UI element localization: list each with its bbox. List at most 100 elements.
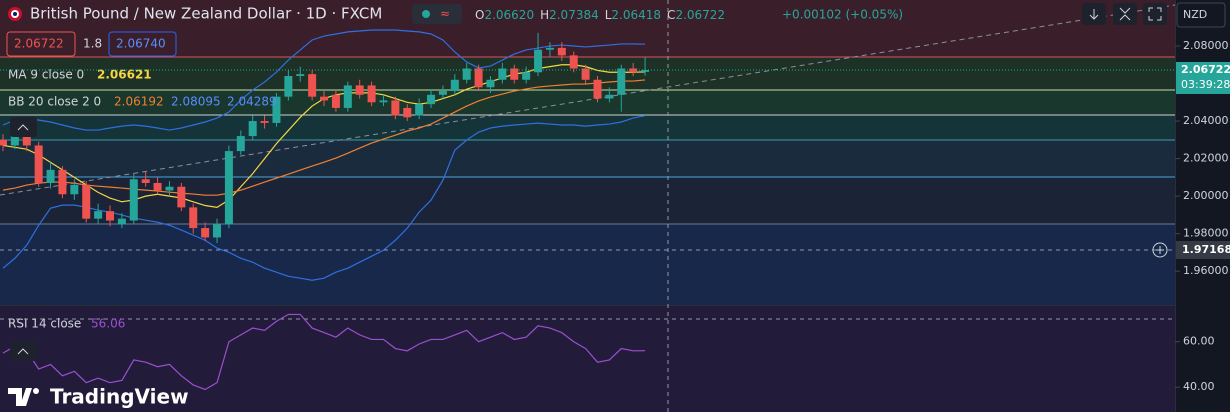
ohlc-value: 2.06620 bbox=[484, 8, 534, 22]
bb-upper-value: 2.08095 bbox=[171, 95, 221, 109]
last-price: 2.06722 bbox=[1181, 63, 1230, 76]
status-icon: ≈ bbox=[440, 7, 450, 21]
ohlc-value: 2.06418 bbox=[611, 8, 661, 22]
candle-body bbox=[557, 47, 566, 56]
button[interactable] bbox=[1113, 3, 1137, 25]
candle-body bbox=[82, 184, 91, 219]
candle-body bbox=[545, 47, 554, 50]
zones bbox=[0, 0, 1176, 412]
candle-body bbox=[427, 94, 436, 105]
candle-body bbox=[106, 211, 115, 221]
buy-price[interactable]: 2.06740 bbox=[116, 37, 166, 51]
ohlc-value: 2.07384 bbox=[549, 8, 599, 22]
candle-body bbox=[296, 74, 305, 77]
currency: NZD bbox=[1183, 8, 1207, 21]
candle-body bbox=[486, 79, 495, 88]
candle-body bbox=[213, 224, 222, 238]
candle-body bbox=[534, 49, 543, 73]
currency-button[interactable] bbox=[1176, 2, 1226, 28]
collapse[interactable] bbox=[17, 348, 29, 355]
candle-body bbox=[224, 151, 233, 225]
candle-body bbox=[605, 94, 614, 99]
y-tick-label: 2.00000 bbox=[1183, 189, 1229, 202]
countdown: 03:39:28 bbox=[1181, 78, 1230, 91]
plot bbox=[0, 29, 1175, 391]
candle-body bbox=[10, 134, 19, 146]
candle-body bbox=[165, 186, 174, 191]
candle-body bbox=[308, 74, 317, 97]
candle-body bbox=[201, 228, 210, 238]
rsi-value: 56.06 bbox=[91, 317, 125, 331]
indicator-legends: MA 9 close 0 2.06621 BB 20 close 2 0 2.0… bbox=[8, 68, 277, 361]
change: +0.00102 (+0.05%) bbox=[782, 8, 903, 22]
collapse[interactable] bbox=[17, 124, 29, 131]
candle-body bbox=[474, 68, 483, 88]
candle-body bbox=[510, 68, 519, 80]
symbol-title: British Pound / New Zealand Dollar · 1D … bbox=[30, 5, 382, 23]
candle-body bbox=[593, 79, 602, 99]
candle-body bbox=[391, 100, 400, 116]
candle-body bbox=[450, 79, 459, 92]
last-price-box bbox=[1176, 61, 1230, 94]
ohlc-key: L bbox=[605, 8, 612, 22]
candle-body bbox=[498, 68, 507, 80]
candle-body bbox=[0, 139, 7, 146]
candle-body bbox=[58, 169, 67, 195]
candle-body bbox=[22, 134, 31, 146]
bb-legend: BB 20 close 2 0 bbox=[8, 95, 101, 109]
logo: TradingView bbox=[8, 385, 189, 409]
candle-body bbox=[617, 68, 626, 95]
brand: TradingView bbox=[50, 385, 189, 409]
spread: 1.8 bbox=[83, 37, 102, 51]
rsi-tick-label: 60.00 bbox=[1183, 335, 1215, 348]
indicator-line bbox=[2, 79, 646, 196]
candle-body bbox=[343, 85, 352, 108]
candle-body bbox=[34, 145, 43, 183]
candle-body bbox=[569, 55, 578, 69]
ohlc-value: 2.06722 bbox=[675, 8, 725, 22]
candle-body bbox=[320, 96, 329, 101]
candle-body bbox=[415, 104, 424, 116]
button[interactable] bbox=[1143, 3, 1167, 25]
candle-body bbox=[70, 184, 79, 195]
ohlc: O2.06620 H2.07384 L2.06418 C2.06722 bbox=[475, 8, 725, 22]
y-tick-label: 1.98000 bbox=[1183, 227, 1229, 240]
candle-body bbox=[260, 121, 269, 123]
y-tick-label: 1.96000 bbox=[1183, 264, 1229, 277]
toolbar: NZD bbox=[1082, 2, 1226, 28]
y-tick-label: 2.02000 bbox=[1183, 152, 1229, 165]
candle-body bbox=[403, 107, 412, 118]
candle-body bbox=[522, 72, 531, 80]
candle-body bbox=[355, 85, 364, 95]
trade-panel: 2.06722 1.8 2.06740 bbox=[6, 31, 177, 57]
candle-body bbox=[581, 68, 590, 80]
candle-body bbox=[153, 183, 162, 191]
candle-body bbox=[141, 179, 150, 183]
candle-body bbox=[177, 186, 186, 208]
crosshair-label: 1.97168 bbox=[1182, 243, 1230, 256]
candle-body bbox=[248, 121, 257, 137]
ohlc-key: H bbox=[540, 8, 549, 22]
rsi-legend: RSI 14 close bbox=[8, 317, 81, 331]
sell-price[interactable]: 2.06722 bbox=[14, 37, 64, 51]
candle-body bbox=[189, 207, 198, 229]
ohlc-key: C bbox=[667, 8, 675, 22]
y-tick-label: 2.08000 bbox=[1183, 39, 1229, 52]
rsi-tick-label: 40.00 bbox=[1183, 380, 1215, 393]
y-tick-label: 2.04000 bbox=[1183, 114, 1229, 127]
candle-body bbox=[272, 96, 281, 123]
bb-lower-value: 2.04289 bbox=[227, 95, 277, 109]
ma-legend: MA 9 close 0 bbox=[8, 68, 84, 82]
candle-body bbox=[641, 69, 650, 72]
candle-body bbox=[367, 85, 376, 103]
candle-body bbox=[438, 91, 447, 95]
candle-body bbox=[331, 94, 340, 108]
candle-body bbox=[46, 169, 55, 183]
header: British Pound / New Zealand Dollar · 1D … bbox=[8, 4, 903, 24]
candle-body bbox=[236, 136, 245, 152]
candle-body bbox=[94, 211, 103, 219]
candle-body bbox=[379, 100, 388, 103]
candle-body bbox=[129, 179, 138, 221]
